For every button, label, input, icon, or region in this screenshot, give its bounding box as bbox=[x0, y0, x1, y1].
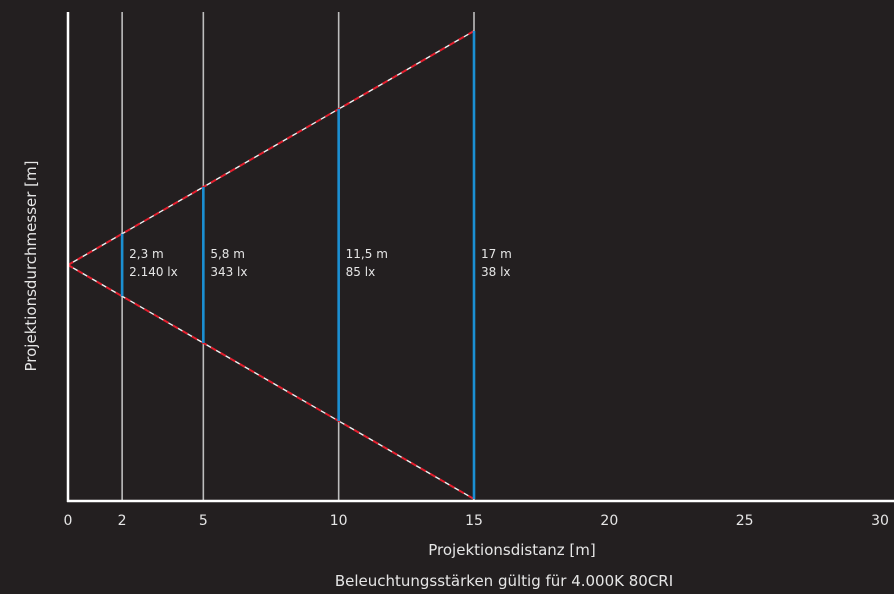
x-tick-label-2: 2 bbox=[118, 513, 127, 529]
x-tick-label-15: 15 bbox=[465, 513, 483, 529]
lux-label-15: 38 lx bbox=[481, 265, 511, 279]
beam-edges bbox=[67, 30, 475, 500]
diameter-bars bbox=[120, 31, 476, 499]
data-labels: 2,3 m 2.140 lx 5,8 m 343 lx 11,5 m 85 lx 17 m 3… bbox=[129, 247, 512, 279]
x-tick-label-10: 10 bbox=[330, 513, 348, 529]
y-axis-title: Projektionsdurchmesser [m] bbox=[22, 161, 40, 372]
x-axis-title: Projektionsdistanz [m] bbox=[428, 541, 595, 559]
beam-edge-lower bbox=[67, 264, 475, 500]
diameter-label-2: 2,3 m bbox=[129, 247, 164, 261]
x-tick-label-5: 5 bbox=[199, 513, 208, 529]
axes bbox=[66, 12, 894, 503]
chart-note: Beleuchtungsstärken gültig für 4.000K 80… bbox=[335, 572, 673, 590]
beam-edge-upper bbox=[67, 30, 475, 266]
grid-lines bbox=[121, 12, 475, 501]
diameter-label-15: 17 m bbox=[481, 247, 512, 261]
x-tick-label-25: 25 bbox=[736, 513, 754, 529]
x-tick-label-0: 0 bbox=[64, 513, 73, 529]
diameter-label-10: 11,5 m bbox=[346, 247, 388, 261]
x-tick-labels: 0 2 5 10 15 20 25 30 bbox=[64, 513, 889, 529]
x-tick-label-20: 20 bbox=[600, 513, 618, 529]
lux-label-2: 2.140 lx bbox=[129, 265, 178, 279]
lux-label-5: 343 lx bbox=[210, 265, 247, 279]
diameter-label-5: 5,8 m bbox=[210, 247, 245, 261]
x-tick-label-30: 30 bbox=[871, 513, 889, 529]
lux-label-10: 85 lx bbox=[346, 265, 376, 279]
